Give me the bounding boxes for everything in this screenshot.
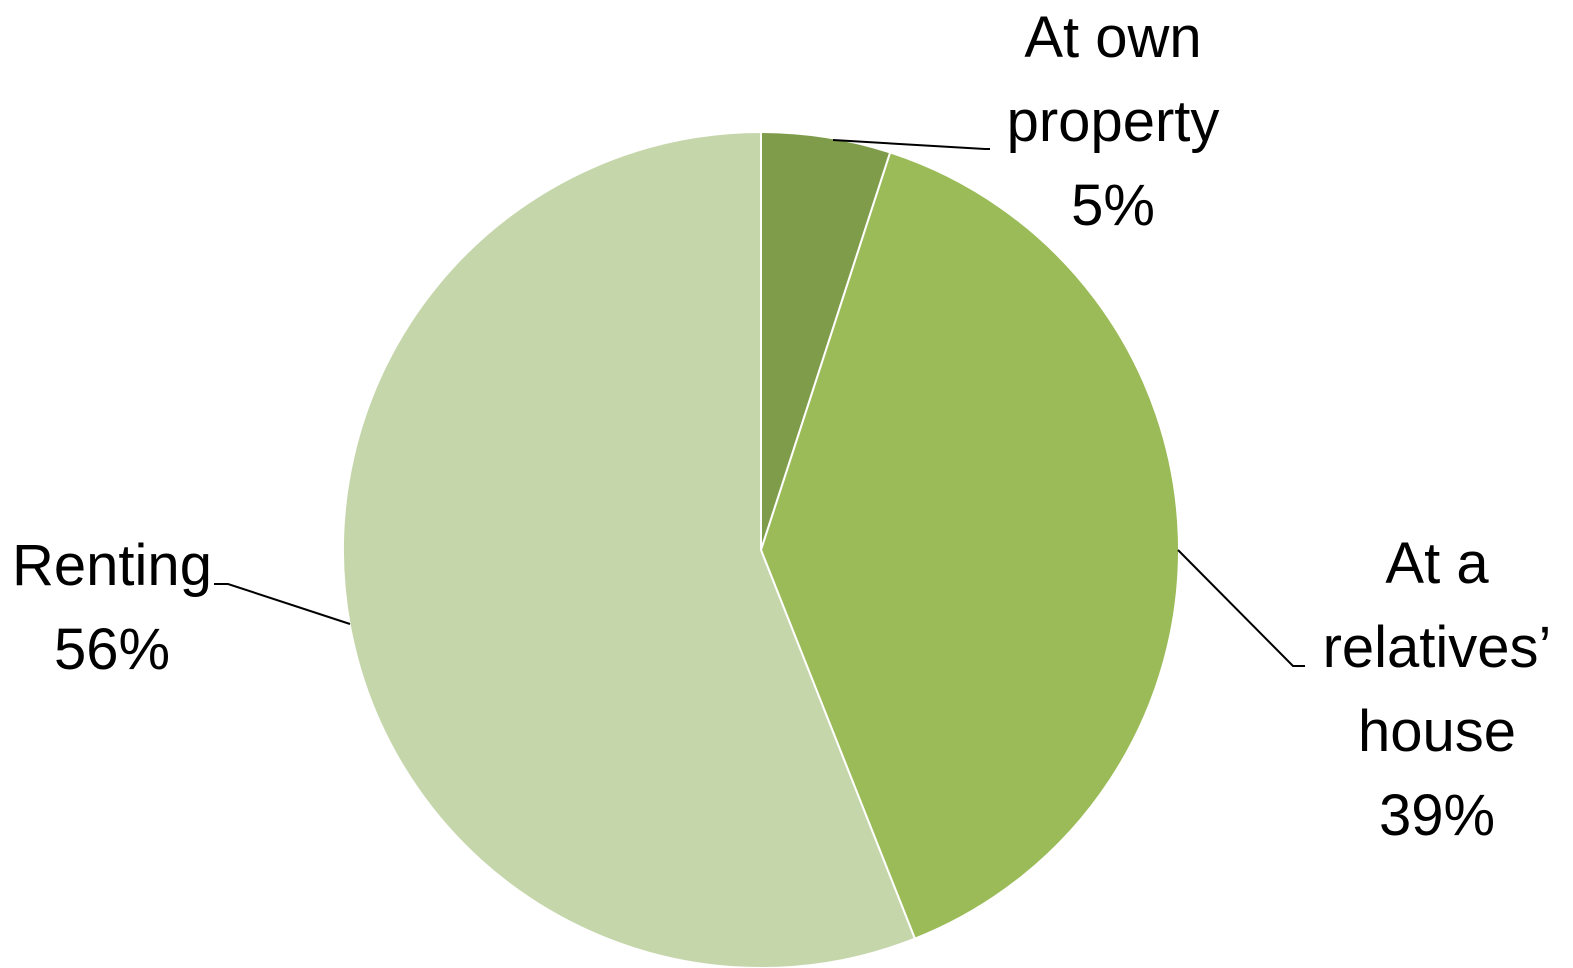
leader-line-2: [1177, 549, 1305, 667]
data-label-2-category-line: relatives’: [1323, 615, 1552, 680]
data-label-3-value: 56%: [54, 617, 170, 682]
leader-lines: [214, 139, 1305, 667]
leader-line-1: [832, 139, 990, 150]
data-label-2: At a relatives’ house 39%: [1323, 531, 1552, 848]
pie-slice-3: [342, 130, 917, 968]
data-label-1-category-line: property: [1007, 89, 1220, 154]
data-label-2-value: 39%: [1379, 783, 1495, 848]
data-label-2-category-line: At a: [1385, 531, 1489, 596]
data-label-2-category-line: house: [1358, 699, 1516, 764]
leader-line-3: [214, 583, 351, 625]
data-label-3-category-line: Renting: [12, 533, 212, 598]
data-label-1-category-line: At own: [1024, 5, 1201, 70]
pie-slices: [342, 130, 1180, 968]
data-label-1: At own property 5%: [1007, 5, 1220, 238]
data-labels: At own property 5% At a relatives’ house 39% Re…: [12, 5, 1551, 848]
data-label-3: Renting 56%: [12, 533, 212, 682]
pie-slice-2: [759, 151, 1180, 940]
data-label-1-value: 5%: [1071, 173, 1155, 238]
